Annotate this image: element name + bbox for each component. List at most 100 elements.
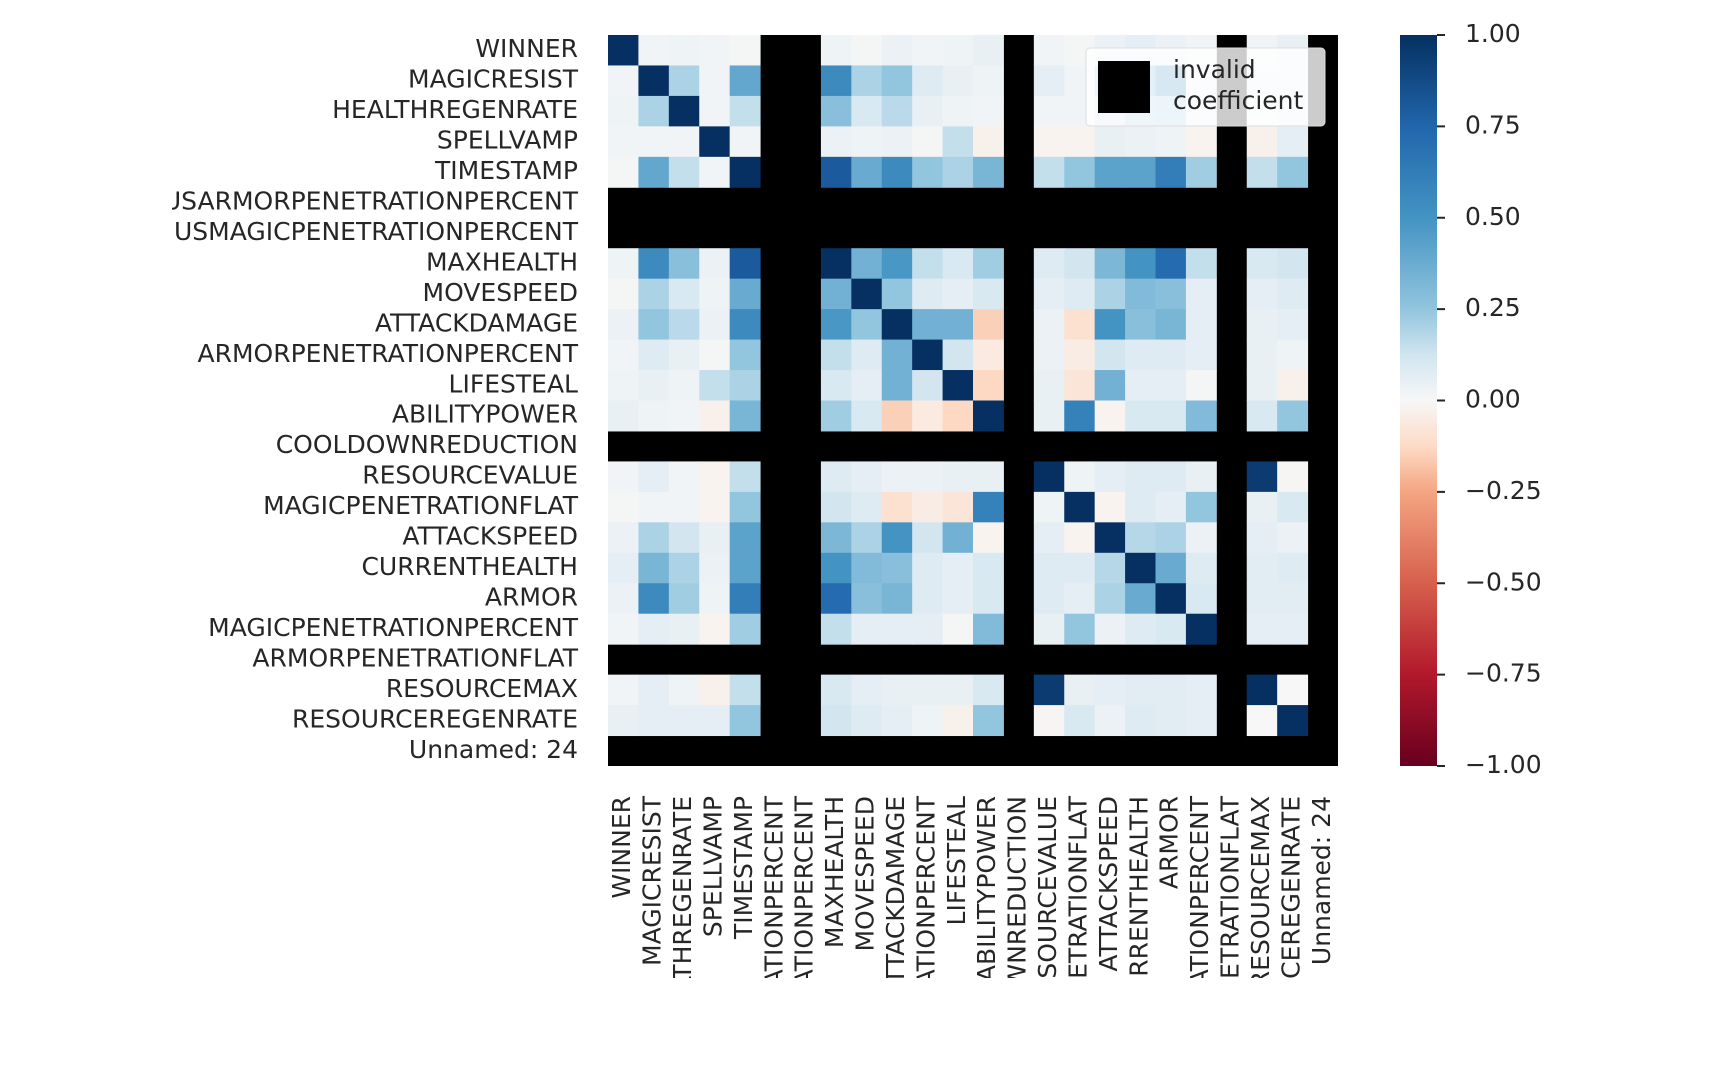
heatmap-cell <box>1155 156 1187 188</box>
heatmap-cell <box>912 248 944 280</box>
heatmap-cell <box>1277 522 1309 554</box>
heatmap-cell <box>1246 400 1278 432</box>
heatmap-cell <box>1125 156 1156 188</box>
heatmap-cell <box>942 65 974 97</box>
x-tick-label: HEALTHREGENRATE <box>668 796 697 1042</box>
heatmap-cell <box>668 65 700 97</box>
heatmap-cell <box>1155 583 1187 615</box>
heatmap-cell <box>820 552 852 584</box>
heatmap-cell <box>668 126 700 158</box>
colorbar-tick-label: 0.75 <box>1465 110 1521 139</box>
heatmap-cell <box>699 95 731 127</box>
heatmap-cell <box>1155 461 1187 493</box>
heatmap-cell <box>881 491 913 523</box>
x-tick-label: ARMOR <box>1155 796 1184 889</box>
x-tick-label: MAGICPENETRATIONPERCENT <box>1185 795 1214 1092</box>
heatmap-cell <box>881 248 913 280</box>
heatmap-cell <box>668 309 700 341</box>
heatmap-cell <box>668 278 700 310</box>
heatmap-cell <box>729 674 761 706</box>
heatmap-cell <box>820 370 852 401</box>
y-tick-label: WINNER <box>475 34 578 63</box>
heatmap-cell <box>973 95 1004 127</box>
heatmap-cell <box>729 278 761 310</box>
y-tick-label: ATTACKDAMAGE <box>375 308 578 337</box>
x-tick-label: ARMORPENETRATIONPERCENT <box>911 795 940 1092</box>
heatmap-cell <box>942 126 974 158</box>
y-tick-label: ARMORPENETRATIONFLAT <box>252 643 578 672</box>
heatmap-cell <box>942 370 974 401</box>
heatmap-cell <box>851 491 883 523</box>
heatmap-cell <box>881 583 913 615</box>
heatmap-cell <box>1094 674 1126 706</box>
heatmap-cell <box>1277 248 1309 280</box>
heatmap-cell <box>608 674 639 706</box>
heatmap-cell <box>699 400 731 432</box>
heatmap-cell <box>851 461 883 493</box>
x-tick-label: ATTACKDAMAGE <box>881 796 910 999</box>
heatmap-cell <box>912 583 944 615</box>
legend-text-box: invalid coefficient <box>1173 55 1303 115</box>
heatmap-cell <box>729 126 761 158</box>
heatmap-cell <box>638 65 670 97</box>
heatmap-cell <box>942 552 974 584</box>
heatmap-cell <box>1185 461 1217 493</box>
heatmap-cell <box>1155 674 1187 706</box>
heatmap-cell <box>851 156 883 188</box>
heatmap-cell <box>1094 522 1126 554</box>
heatmap-cell <box>973 35 1004 66</box>
heatmap-cell <box>668 705 700 737</box>
heatmap-cell <box>851 613 883 645</box>
heatmap-cell <box>1125 126 1156 158</box>
heatmap-cell <box>820 248 852 280</box>
x-tick-label: LIFESTEAL <box>942 796 971 926</box>
heatmap-cell <box>973 400 1004 432</box>
heatmap-cell <box>851 278 883 310</box>
heatmap-cell <box>1064 156 1096 188</box>
heatmap-cell <box>638 400 670 432</box>
heatmap-cell <box>668 370 700 401</box>
heatmap-cell <box>1155 278 1187 310</box>
heatmap-cell <box>851 583 883 615</box>
heatmap-cell <box>668 522 700 554</box>
heatmap-cell <box>1155 339 1187 371</box>
heatmap-cell <box>1125 583 1156 615</box>
heatmap-cell <box>1094 339 1126 371</box>
heatmap-cell <box>820 95 852 127</box>
heatmap-cell <box>608 339 639 371</box>
heatmap-cell <box>1094 613 1126 645</box>
heatmap-cell <box>668 339 700 371</box>
heatmap-cell <box>1064 370 1096 401</box>
x-tick-label: TIMESTAMP <box>729 796 758 940</box>
x-tick-label: MAGICRESIST <box>638 795 667 966</box>
y-tick-label: BONUSARMORPENETRATIONPERCENT <box>108 187 579 216</box>
heatmap-cell <box>851 705 883 737</box>
heatmap-cell <box>1125 674 1156 706</box>
heatmap-cell <box>729 552 761 584</box>
heatmap-cell <box>699 35 731 66</box>
heatmap-cell <box>851 674 883 706</box>
heatmap-cell <box>638 339 670 371</box>
y-tick-label: ARMOR <box>485 582 578 611</box>
heatmap-cell <box>942 613 974 645</box>
heatmap-cell <box>912 339 944 371</box>
heatmap-cell <box>942 309 974 341</box>
heatmap-cell <box>638 613 670 645</box>
heatmap-cell <box>1185 278 1217 310</box>
heatmap-cell <box>912 95 944 127</box>
heatmap-cell <box>851 35 883 66</box>
heatmap-cell <box>912 613 944 645</box>
heatmap-cell <box>1277 400 1309 432</box>
heatmap-cell <box>699 491 731 523</box>
heatmap-cell <box>1185 491 1217 523</box>
heatmap-cell <box>699 705 731 737</box>
heatmap-cell <box>1246 370 1278 401</box>
heatmap-cell <box>638 309 670 341</box>
heatmap-cell <box>1094 156 1126 188</box>
heatmap-cell <box>1277 705 1309 737</box>
heatmap-cell <box>1125 370 1156 401</box>
y-tick-label: MAGICPENETRATIONFLAT <box>263 491 579 520</box>
x-tick-label: MAGICPENETRATIONFLAT <box>1063 795 1092 1092</box>
heatmap-cell <box>912 65 944 97</box>
